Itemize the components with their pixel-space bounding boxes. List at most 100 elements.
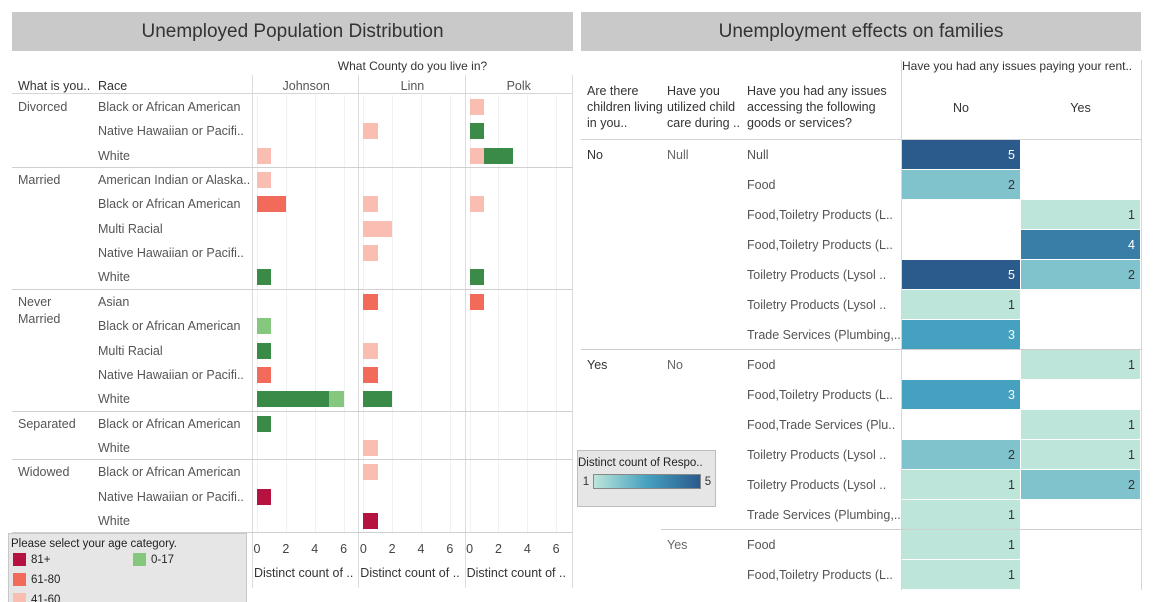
cell-value: 3 bbox=[1008, 388, 1015, 402]
cell-value: 1 bbox=[1008, 508, 1015, 522]
category-label: Black or African American bbox=[98, 197, 241, 212]
row-label: Trade Services (Plumbing,.. bbox=[747, 508, 901, 522]
grid-line bbox=[449, 95, 451, 534]
divider bbox=[465, 75, 466, 588]
row-label: Food,Trade Services (Plu.. bbox=[747, 418, 896, 432]
grid-line bbox=[469, 95, 471, 534]
divider bbox=[901, 60, 902, 590]
cell-value: 1 bbox=[1008, 538, 1015, 552]
legend-label: 61-80 bbox=[31, 574, 61, 586]
cell-value: 1 bbox=[1008, 298, 1015, 312]
panel-title: Unemployed Population Distribution bbox=[12, 12, 573, 51]
group-label: Widowed bbox=[18, 465, 70, 480]
divider bbox=[1141, 60, 1142, 590]
table-cell bbox=[902, 470, 1020, 499]
legend-swatch bbox=[13, 553, 26, 566]
bar bbox=[469, 123, 485, 140]
bar bbox=[363, 293, 378, 310]
legend-box bbox=[8, 533, 247, 602]
bar bbox=[363, 439, 378, 456]
table-cell bbox=[902, 500, 1020, 529]
divider bbox=[12, 411, 573, 412]
table-cell bbox=[1021, 350, 1140, 379]
bar bbox=[257, 391, 330, 408]
cell-value: 5 bbox=[1008, 148, 1015, 162]
group-label: Married bbox=[18, 173, 61, 188]
legend-label: 41-60 bbox=[31, 594, 61, 602]
category-label: Native Hawaiian or Pacifi.. bbox=[98, 489, 244, 504]
table-cell bbox=[902, 320, 1020, 349]
cell-value: 1 bbox=[1008, 568, 1015, 582]
row-label: Food bbox=[747, 538, 776, 552]
divider bbox=[581, 139, 1142, 140]
bar bbox=[257, 318, 272, 335]
grid-line bbox=[527, 95, 529, 534]
grid-line bbox=[257, 95, 258, 534]
legend-min: 1 bbox=[582, 476, 590, 488]
table-cell bbox=[902, 380, 1020, 409]
category-label: Native Hawaiian or Pacifi.. bbox=[98, 246, 244, 261]
category-label: Multi Racial bbox=[98, 221, 163, 236]
bar bbox=[257, 488, 272, 505]
category-label: American Indian or Alaska.. bbox=[98, 173, 250, 188]
bar bbox=[469, 293, 485, 310]
row-label: Toiletry Products (Lysol .. bbox=[747, 268, 887, 282]
legend-label: 0-17 bbox=[151, 554, 175, 566]
category-label: Native Hawaiian or Pacifi.. bbox=[98, 367, 244, 382]
subgroup-label: No bbox=[667, 358, 683, 372]
table-cell bbox=[902, 260, 1020, 289]
grid-line bbox=[363, 95, 365, 534]
grid-line bbox=[343, 95, 345, 534]
grid-line bbox=[285, 95, 287, 534]
x-tick-label: 6 bbox=[446, 542, 454, 556]
x-axis-label: Distinct count of .. bbox=[360, 566, 460, 580]
category-label: Black or African American bbox=[98, 416, 241, 431]
bar bbox=[257, 269, 272, 286]
bar bbox=[469, 196, 485, 213]
row-label: Food,Toiletry Products (L.. bbox=[747, 388, 893, 402]
cell-value: 2 bbox=[1008, 178, 1015, 192]
group-label: Divorced bbox=[18, 100, 68, 114]
x-tick-label: 4 bbox=[311, 542, 319, 556]
cell-value: 5 bbox=[1008, 268, 1015, 282]
legend-label: 81+ bbox=[31, 554, 51, 566]
table-cell bbox=[902, 290, 1020, 319]
group-label: Separated bbox=[18, 416, 76, 431]
row-header: What is you.. bbox=[18, 79, 91, 93]
row-label: Food,Toiletry Products (L.. bbox=[747, 238, 893, 252]
table-cell bbox=[902, 440, 1020, 469]
legend-title: Distinct count of Respo.. bbox=[578, 457, 703, 469]
group-label: Yes bbox=[587, 358, 608, 372]
row-header: Are there children living in you.. bbox=[587, 84, 663, 130]
divider bbox=[12, 532, 573, 533]
bar bbox=[363, 123, 378, 140]
divider bbox=[12, 459, 573, 460]
row-label: Trade Services (Plumbing,.. bbox=[747, 328, 901, 342]
table-cell bbox=[1021, 440, 1140, 469]
cell-value: 1 bbox=[1008, 478, 1015, 492]
bar bbox=[363, 512, 378, 529]
cell-value: 2 bbox=[1008, 448, 1015, 462]
divider bbox=[661, 529, 1142, 530]
row-header: Have you had any issues accessing the fo… bbox=[747, 84, 887, 130]
legend-swatch bbox=[13, 573, 26, 586]
category-label: Native Hawaiian or Pacifi.. bbox=[98, 124, 244, 139]
cell-value: 1 bbox=[1128, 418, 1135, 432]
divider bbox=[252, 75, 253, 588]
row-header: Race bbox=[98, 79, 128, 93]
x-tick-label: 4 bbox=[417, 542, 425, 556]
grid-line bbox=[314, 95, 316, 534]
grid-line bbox=[421, 95, 422, 534]
x-tick-label: 4 bbox=[523, 542, 531, 556]
row-label: Toiletry Products (Lysol .. bbox=[747, 448, 887, 462]
table-cell bbox=[902, 530, 1020, 559]
cell-value: 2 bbox=[1128, 478, 1135, 492]
column-title: What County do you live in? bbox=[337, 59, 488, 73]
x-tick-label: 6 bbox=[340, 542, 348, 556]
grid-line bbox=[392, 95, 394, 534]
column-label: Yes bbox=[1070, 101, 1091, 115]
bar bbox=[257, 147, 272, 164]
category-label: Black or African American bbox=[98, 319, 241, 334]
table-cell bbox=[902, 560, 1020, 589]
table-cell bbox=[1021, 410, 1140, 439]
